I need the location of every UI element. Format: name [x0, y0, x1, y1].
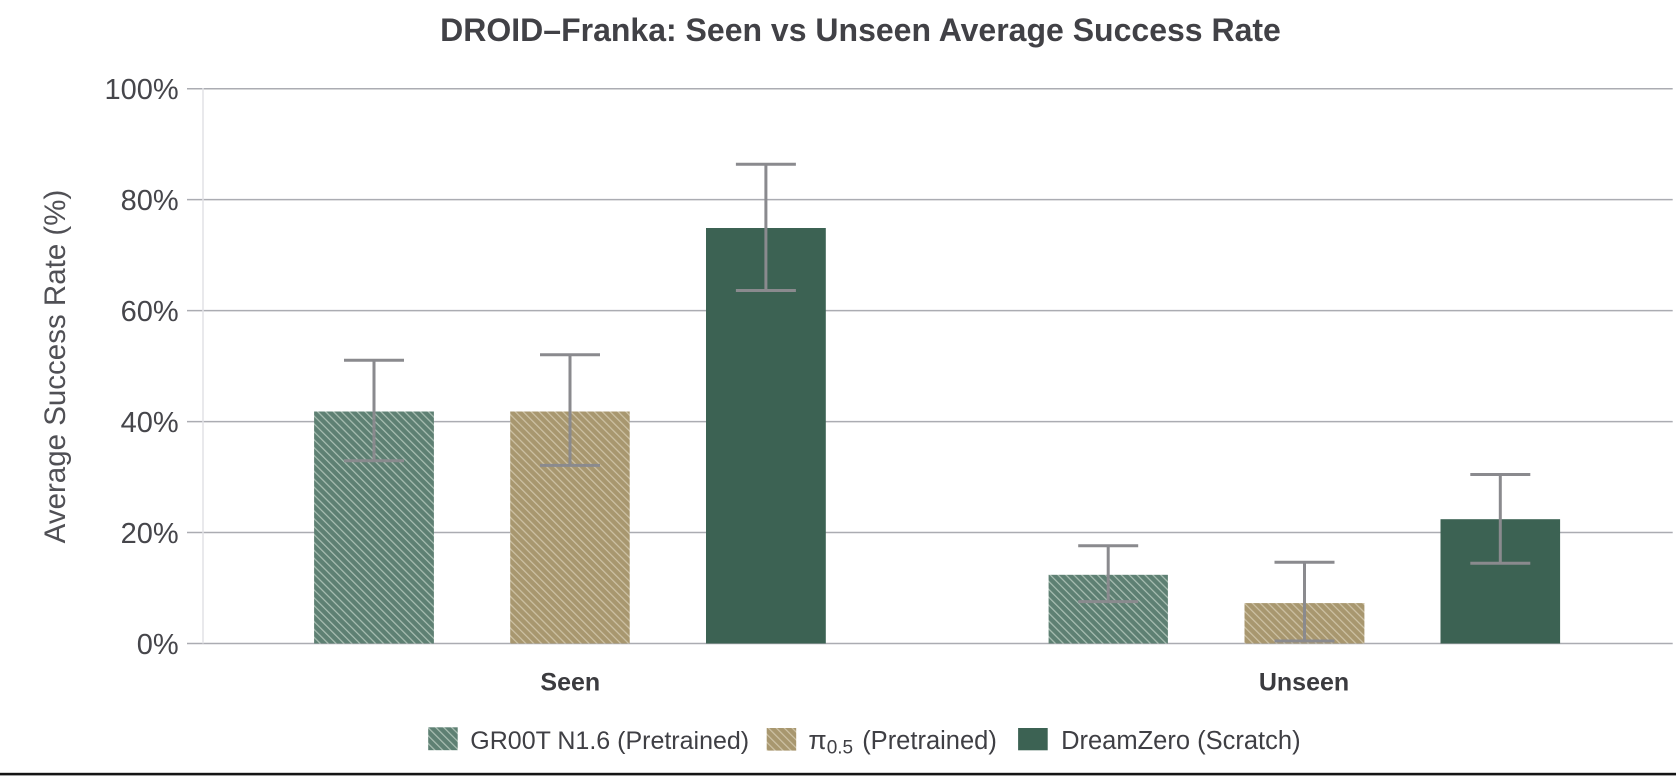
svg-text:DreamZero (Scratch): DreamZero (Scratch)	[1061, 727, 1300, 755]
svg-text:0%: 0%	[137, 629, 179, 661]
svg-text:100%: 100%	[105, 74, 179, 106]
svg-text:GR00T N1.6 (Pretrained): GR00T N1.6 (Pretrained)	[470, 727, 749, 755]
svg-text:Seen: Seen	[540, 668, 600, 696]
svg-text:80%: 80%	[121, 185, 179, 217]
svg-text:60%: 60%	[121, 296, 179, 328]
svg-text:Average Success Rate (%): Average Success Rate (%)	[39, 190, 72, 544]
svg-text:DROID–Franka: Seen vs Unseen A: DROID–Franka: Seen vs Unseen Average Suc…	[440, 12, 1281, 48]
svg-text:Unseen: Unseen	[1259, 668, 1349, 696]
svg-text:20%: 20%	[121, 518, 179, 550]
svg-text:40%: 40%	[121, 407, 179, 439]
